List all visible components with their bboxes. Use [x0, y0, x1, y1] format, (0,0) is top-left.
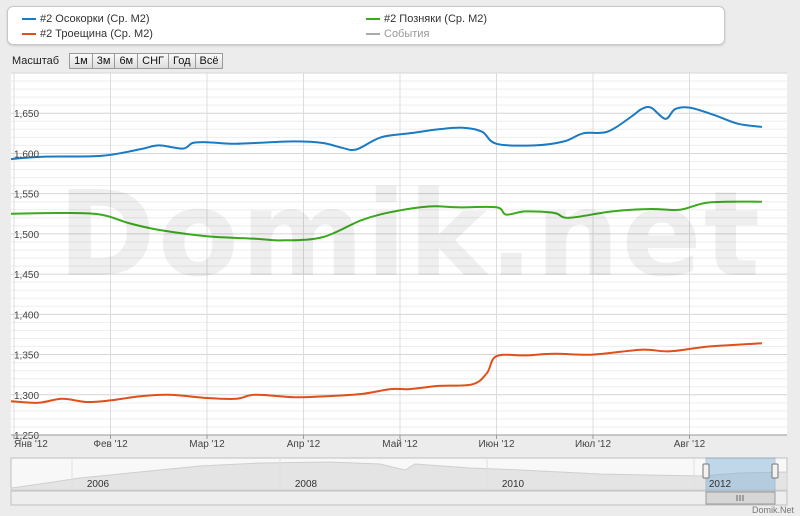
y-tick-label: 1,450 [14, 270, 39, 281]
navigator-left-handle[interactable] [702, 463, 710, 479]
legend-swatch-icon [22, 33, 36, 35]
horizontal-gridlines [11, 72, 787, 436]
y-tick-label: 1,300 [14, 391, 39, 402]
x-tick-label: Май '12 [382, 439, 418, 450]
series-line-2 [10, 342, 762, 404]
x-tick-label: Авг '12 [674, 439, 706, 450]
legend-label: #2 Осокорки (Ср. М2) [40, 13, 150, 25]
y-tick-label: 1,600 [14, 149, 39, 160]
x-tick-label: Мар '12 [189, 439, 225, 450]
zoom-ytd-button[interactable]: СНГ [137, 53, 169, 69]
zoom-label: Масштаб [12, 55, 60, 67]
navigator-year-label: 2012 [709, 479, 732, 490]
legend-item-troeshchina[interactable]: #2 Троещина (Ср. М2) [22, 28, 153, 40]
zoom-1m-button[interactable]: 1м [69, 53, 93, 69]
series-line-1 [10, 200, 762, 242]
legend-swatch-icon [366, 33, 380, 35]
legend-swatch-icon [22, 18, 36, 20]
navigator-right-handle[interactable] [771, 463, 779, 479]
x-axis-ticks: Янв '12 Фев '12 Мар '12 Апр '12 Май '12 Июн '… [13, 435, 706, 450]
legend-label: События [384, 28, 430, 40]
legend-item-events[interactable]: События [366, 28, 429, 40]
navigator-scrollbar[interactable] [10, 490, 788, 506]
y-tick-label: 1,350 [14, 351, 39, 362]
y-tick-label: 1,550 [14, 190, 39, 201]
navigator-area [10, 461, 788, 491]
legend-label: #2 Троещина (Ср. М2) [40, 28, 153, 40]
x-tick-label: Июл '12 [575, 439, 612, 450]
zoom-toolbar: Масштаб 1м 3м 6м СНГ Год Всё [12, 53, 224, 69]
x-tick-label: Фев '12 [93, 439, 128, 450]
legend-item-poznyaki[interactable]: #2 Позняки (Ср. М2) [366, 13, 487, 25]
legend-item-osokorki[interactable]: #2 Осокорки (Ср. М2) [22, 13, 150, 25]
legend-label: #2 Позняки (Ср. М2) [384, 13, 488, 25]
y-tick-label: 1,400 [14, 310, 39, 321]
x-tick-label: Янв '12 [14, 439, 48, 450]
y-axis-ticks: 1,250 1,300 1,350 1,400 1,450 1,500 1,550 1,600… [14, 109, 39, 442]
navigator-year-label: 2006 [87, 479, 110, 490]
zoom-all-button[interactable]: Всё [194, 53, 224, 69]
plot-background [11, 73, 787, 435]
zoom-1y-button[interactable]: Год [167, 53, 196, 69]
zoom-6m-button[interactable]: 6м [114, 53, 139, 69]
chart-legend: #2 Осокорки (Ср. М2) #2 Позняки (Ср. М2)… [7, 6, 725, 45]
navigator-year-labels: 2006 2008 2010 2012 [71, 458, 732, 491]
x-tick-label: Апр '12 [287, 439, 321, 450]
navigator-year-label: 2008 [295, 479, 318, 490]
legend-swatch-icon [366, 18, 380, 20]
y-tick-label: 1,500 [14, 230, 39, 241]
x-tick-label: Июн '12 [478, 439, 514, 450]
credit-text: Domik.Net [751, 505, 794, 515]
navigator-year-label: 2010 [502, 479, 525, 490]
scrollbar-grip-icon [736, 495, 744, 501]
series-lines [10, 105, 763, 404]
y-tick-label: 1,650 [14, 109, 39, 120]
y-tick-label: 1,250 [14, 431, 39, 442]
series-line-0 [10, 105, 763, 161]
zoom-3m-button[interactable]: 3м [91, 53, 116, 69]
